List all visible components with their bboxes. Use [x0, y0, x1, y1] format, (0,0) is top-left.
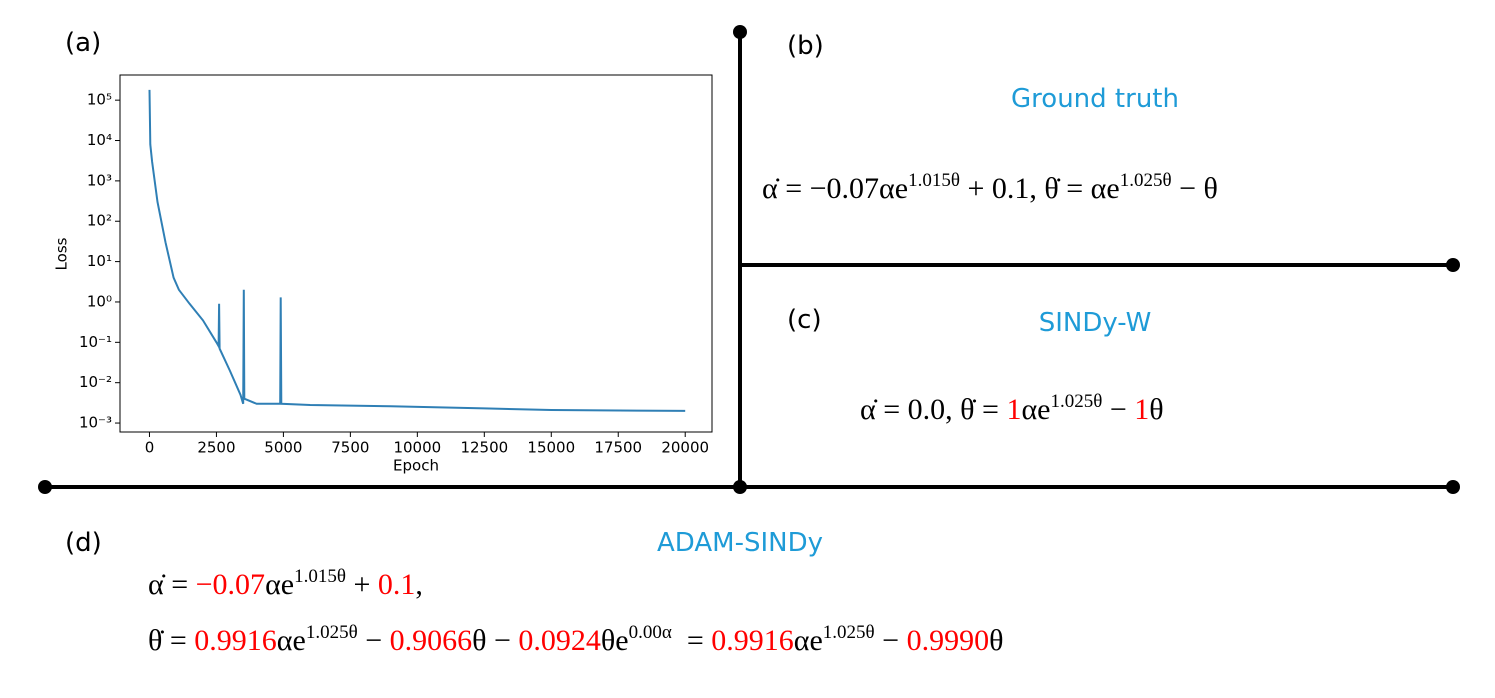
y-tick-label: 10⁻¹ [79, 333, 112, 351]
equation-term: αe [1021, 393, 1051, 426]
x-tick-label: 10000 [393, 439, 441, 457]
equation-term: αe [276, 624, 306, 657]
equation-term: 0.1 [377, 568, 416, 601]
dot [38, 480, 52, 494]
equation-term: θ [989, 624, 1004, 657]
equation-term: 0.0924 [518, 624, 601, 657]
equation-term: = [671, 624, 712, 657]
y-tick-label: 10⁴ [87, 131, 112, 149]
equation: α̇ = −0.07αe1.015θ + 0.1, [148, 566, 423, 602]
exponent: 1.015θ [908, 170, 960, 191]
equation-term: α̇ = 0.0, θ̇ = [860, 393, 1007, 426]
equation-term: 0.9916 [711, 624, 794, 657]
dividers [45, 32, 1453, 489]
equation-term: 1 [1134, 393, 1150, 426]
panel-label: (d) [65, 528, 102, 558]
panel-title: Ground truth [1011, 84, 1179, 114]
panel-label: (a) [65, 28, 102, 58]
dots [38, 25, 1460, 494]
dot [733, 480, 747, 494]
x-tick-label: 2500 [197, 439, 235, 457]
x-tick-label: 7500 [331, 439, 369, 457]
equation-term: αe [793, 624, 823, 657]
x-axis-label: Epoch [393, 457, 439, 475]
x-tick-label: 15000 [527, 439, 575, 457]
exponent: 1.025θ [1050, 391, 1103, 412]
equation-term: −0.07 [195, 568, 266, 601]
equation-term: αe [265, 568, 295, 601]
equation-term: , [415, 568, 423, 601]
equation-term: − [874, 624, 907, 657]
y-tick-label: 10⁻³ [79, 414, 112, 432]
y-tick-label: 10³ [87, 171, 112, 189]
dot [1446, 258, 1460, 272]
equation-term: θe [600, 624, 629, 657]
equation-term: − [357, 624, 390, 657]
dot [733, 25, 747, 39]
exponent: 1.025θ [822, 622, 875, 643]
equation-term: + [345, 568, 378, 601]
panel-title: SINDy-W [1038, 308, 1152, 338]
plot-frame [119, 74, 713, 433]
exponent: 1.025θ [1119, 170, 1172, 191]
exponent: 1.025θ [305, 622, 358, 643]
y-tick-label: 10¹ [87, 252, 112, 270]
y-axis-label: Loss [53, 237, 71, 270]
equation-term: 0.9990 [906, 624, 990, 657]
y-tick-label: 10⁰ [87, 292, 112, 310]
y-tick-label: 10² [87, 212, 112, 230]
y-tick-label: 10⁻² [79, 373, 112, 391]
equation-term: θ̇ = [148, 624, 195, 657]
x-tick-label: 20000 [661, 439, 709, 457]
dot [1446, 480, 1460, 494]
equation: α̇ = −0.07αe1.015θ + 0.1, θ̇ = αe1.025θ … [762, 170, 1218, 206]
equation-term: θ [1149, 393, 1164, 426]
x-tick-label: 0 [145, 439, 155, 457]
panel-label: (c) [787, 305, 822, 335]
panel-title: ADAM-SINDy [657, 528, 823, 558]
equation: θ̇ = 0.9916αe1.025θ − 0.9066θ − 0.0924θe… [148, 622, 1004, 658]
equation-term: 0.9066 [389, 624, 473, 657]
x-tick-label: 5000 [264, 439, 302, 457]
y-tick-label: 10⁵ [87, 91, 112, 109]
panel-label: (b) [787, 31, 824, 61]
equation-term: θ − [472, 624, 519, 657]
x-tick-label: 12500 [460, 439, 508, 457]
x-tick-label: 17500 [594, 439, 642, 457]
equation-term: − [1102, 393, 1135, 426]
equation-term: 0.9916 [194, 624, 277, 657]
equation-term: α̇ = −0.07αe [762, 172, 909, 205]
equation-term: 1 [1006, 393, 1022, 426]
exponent: 1.015θ [294, 566, 346, 587]
equation-term: − θ [1171, 172, 1218, 205]
equation-term: + 0.1, θ̇ = αe [959, 172, 1120, 205]
loss-line [148, 89, 686, 412]
equation: α̇ = 0.0, θ̇ = 1αe1.025θ − 1θ [860, 391, 1164, 427]
equation-term: α̇ = [148, 568, 196, 601]
exponent: 0.00α [628, 622, 672, 643]
